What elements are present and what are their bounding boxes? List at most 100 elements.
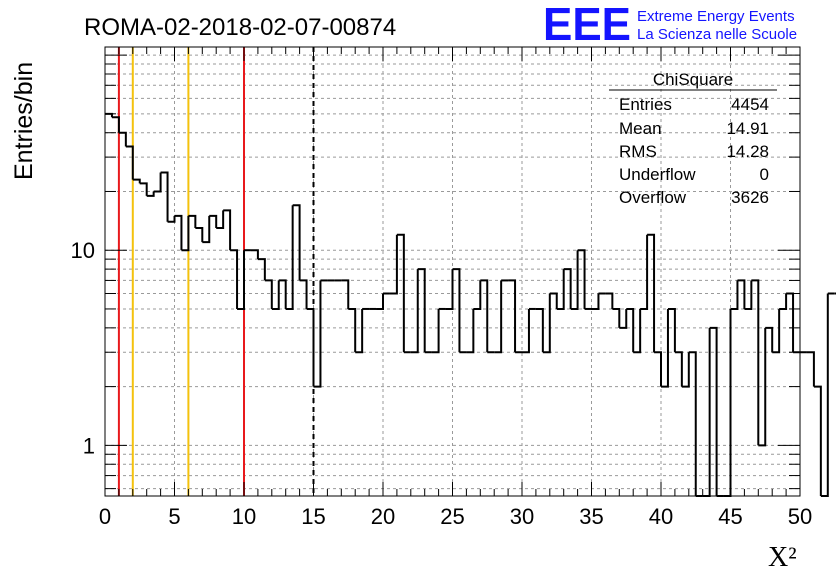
histogram-bin — [661, 308, 669, 388]
histogram-bin — [216, 210, 225, 229]
histogram-bin — [202, 215, 211, 244]
x-tick-label: 35 — [579, 504, 603, 529]
histogram-bin — [250, 249, 259, 260]
stats-value: 3626 — [731, 188, 769, 207]
x-tick-label: 30 — [510, 504, 534, 529]
stats-row-underflow: Underflow 0 — [619, 165, 769, 184]
stats-label: Overflow — [619, 188, 687, 207]
histogram-bin — [619, 308, 628, 329]
histogram-bin — [723, 308, 732, 497]
histogram-bin — [105, 112, 113, 118]
histogram-bin — [153, 172, 162, 193]
histogram-bin — [626, 307, 635, 353]
histogram-bin — [605, 292, 614, 309]
histogram-bin — [744, 280, 753, 310]
x-tick-label: 10 — [232, 504, 256, 529]
grid-lines — [105, 47, 800, 496]
histogram-bin — [813, 385, 822, 496]
histogram-bin — [758, 327, 767, 447]
histogram-bin — [667, 307, 676, 353]
histogram-bin — [445, 269, 454, 310]
histogram-bin — [299, 279, 308, 309]
histogram-bin — [195, 226, 204, 243]
histogram-bin — [779, 293, 788, 310]
histogram-bin — [230, 249, 239, 309]
histogram-bin — [563, 268, 572, 309]
histogram-bin — [709, 326, 718, 496]
histogram-bin — [139, 182, 148, 196]
x-tick-label: 40 — [649, 504, 673, 529]
histogram-bin — [376, 293, 384, 310]
histogram-bin — [396, 233, 405, 353]
histogram-bin — [209, 214, 218, 228]
histogram-bin — [167, 215, 176, 223]
eee-logo-text: EEE — [543, 0, 631, 50]
histogram-bin — [556, 269, 565, 310]
stats-label: RMS — [619, 142, 657, 161]
x-tick-label: 25 — [440, 504, 464, 529]
eee-logo: EEE Extreme Energy Events La Scienza nel… — [543, 0, 797, 50]
x-tick-label: 5 — [168, 504, 180, 529]
histogram-bin — [612, 307, 621, 328]
histogram-bin — [674, 351, 683, 387]
stats-row-rms: RMS 14.28 — [619, 142, 769, 161]
histogram-bin — [174, 214, 183, 251]
histogram-bin — [577, 249, 586, 309]
histogram-bin — [591, 293, 600, 310]
stats-box: ChiSquare Entries 4454 Mean 14.91 RMS 14… — [609, 70, 777, 207]
histogram-bin — [786, 292, 795, 353]
histogram-bin — [292, 204, 301, 281]
logo-subtitle-line2: La Scienza nelle Scuole — [637, 26, 797, 43]
y-tick-label: 1 — [83, 433, 95, 458]
histogram-bin — [806, 351, 815, 387]
stats-value: 0 — [760, 165, 769, 184]
stats-value: 4454 — [731, 95, 769, 114]
histogram-bin — [348, 307, 357, 353]
histogram-bin — [237, 250, 245, 310]
histogram-bin — [647, 233, 656, 353]
histogram-bin — [820, 293, 829, 497]
histogram-bin — [264, 279, 273, 309]
histogram-bin — [466, 308, 475, 354]
stats-label: Entries — [619, 95, 672, 114]
histogram-bin — [341, 279, 350, 309]
x-tick-label: 15 — [301, 504, 325, 529]
logo-subtitle-line1: Extreme Energy Events — [637, 8, 795, 25]
stats-row-overflow: Overflow 3626 — [619, 188, 769, 207]
histogram-bin — [688, 351, 697, 496]
stats-value: 14.91 — [726, 119, 769, 138]
marker-lines — [117, 47, 315, 496]
histogram-bin — [542, 293, 551, 354]
histogram-bin — [473, 280, 482, 310]
stats-row-entries: Entries 4454 — [619, 95, 769, 114]
run-title: ROMA-02-2018-02-07-00874 — [84, 14, 396, 41]
histogram-bin — [285, 205, 294, 310]
axes: 0 5 10 15 20 25 30 35 40 45 50 1 10 — [71, 46, 812, 529]
histogram-bin — [640, 234, 649, 310]
stats-row-mean: Mean 14.91 — [619, 119, 769, 138]
histogram-bin — [522, 308, 530, 354]
histogram-bin — [737, 279, 746, 309]
y-tick-label: 10 — [71, 238, 95, 263]
histogram-bin — [313, 280, 322, 388]
stats-value: 14.28 — [726, 142, 769, 161]
histogram-bin — [549, 292, 558, 309]
histogram-bin — [508, 279, 517, 353]
histogram-bin — [417, 268, 426, 353]
histogram-bin — [278, 279, 287, 309]
histogram-bin — [271, 280, 280, 310]
histogram-bin — [223, 209, 232, 251]
histogram-bin — [480, 279, 489, 353]
stats-box-name: ChiSquare — [653, 70, 733, 89]
histogram-bin — [125, 145, 134, 180]
histogram-bin — [730, 280, 739, 310]
histogram-bin — [146, 191, 155, 197]
y-axis-title: Entries/bin — [10, 62, 38, 180]
histogram-bin — [118, 131, 127, 147]
histogram-bin — [389, 234, 398, 295]
x-tick-label: 50 — [788, 504, 812, 529]
histogram-bin — [633, 308, 642, 354]
histogram-bin — [160, 171, 169, 222]
histogram-bin — [772, 308, 781, 354]
